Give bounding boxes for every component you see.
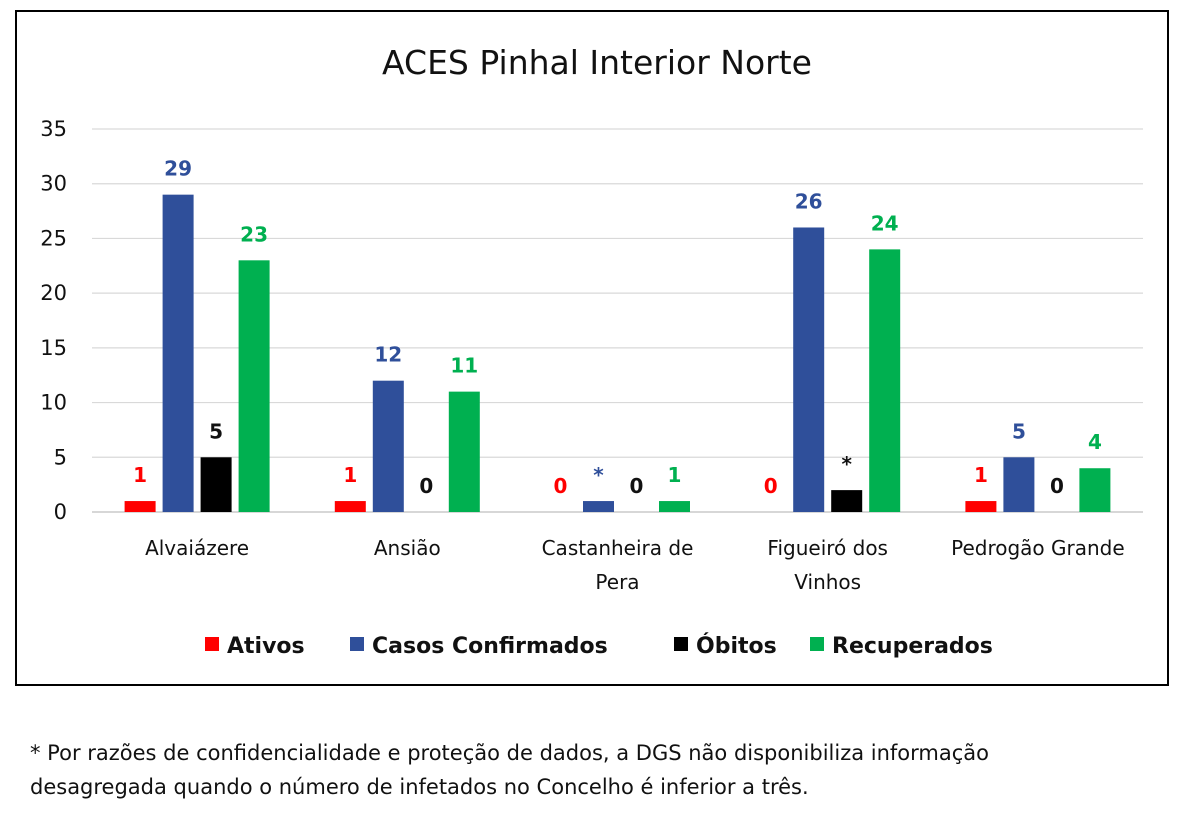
- x-tick-label: Alvaiázere: [145, 536, 249, 560]
- legend-label: Óbitos: [696, 633, 777, 659]
- x-tick-label: Figueiró dos: [767, 536, 888, 560]
- bar: [372, 380, 404, 512]
- footnote-line-1: * Por razões de confidencialidade e prot…: [30, 741, 990, 765]
- data-label: 0: [419, 474, 433, 498]
- y-tick-label: 5: [54, 445, 67, 469]
- legend-label: Casos Confirmados: [372, 634, 608, 659]
- data-label: 26: [795, 189, 823, 213]
- data-label: *: [593, 463, 604, 487]
- data-label: 1: [974, 463, 988, 487]
- bar: [965, 501, 997, 512]
- bar-chart: ACES Pinhal Interior Norte 0510152025303…: [40, 43, 1143, 659]
- bar: [659, 501, 690, 512]
- bar: [869, 249, 901, 512]
- chart-frame: ACES Pinhal Interior Norte 0 5 10 15 20 25 30 3…: [15, 10, 1169, 686]
- bar: [448, 391, 480, 512]
- bar: [583, 501, 614, 512]
- x-tick-label: Ansião: [374, 536, 441, 560]
- bar: [1003, 457, 1035, 512]
- legend-label: Ativos: [227, 634, 305, 659]
- data-label: 0: [764, 474, 778, 498]
- data-label: 12: [374, 343, 402, 367]
- legend-swatch: [205, 637, 219, 651]
- y-tick-label: 25: [40, 226, 67, 250]
- bar: [334, 501, 366, 512]
- footnote: * Por razões de confidencialidade e prot…: [30, 736, 1195, 804]
- x-tick-label: Vinhos: [794, 570, 861, 594]
- bar: [831, 490, 863, 512]
- bar: [200, 457, 232, 512]
- footnote-line-2: desagregada quando o número de infetados…: [30, 775, 809, 799]
- y-tick-label: 20: [40, 281, 67, 305]
- legend-label: Recuperados: [832, 634, 993, 659]
- x-tick-label: Pedrogão Grande: [951, 536, 1125, 560]
- y-tick-label: 35: [40, 117, 67, 141]
- bar: [162, 194, 194, 512]
- y-axis-ticks: 0 5 10 15 20 25 30 35: [40, 117, 67, 524]
- data-label: 5: [1012, 419, 1026, 443]
- x-axis-labels: Alvaiázere Ansião Castanheira de Pera Figuei…: [145, 536, 1125, 594]
- y-tick-label: 10: [40, 391, 67, 415]
- data-label: 0: [1050, 474, 1064, 498]
- data-label: 0: [630, 474, 644, 498]
- y-tick-label: 0: [54, 500, 67, 524]
- bar: [124, 501, 156, 512]
- data-label: 1: [668, 463, 682, 487]
- x-tick-label: Pera: [595, 570, 639, 594]
- x-tick-label: Castanheira de: [542, 536, 694, 560]
- bar: [238, 260, 270, 512]
- data-label: 5: [209, 419, 223, 443]
- data-label: 11: [450, 354, 478, 378]
- legend: Ativos Casos Confirmados Óbitos Recuperados: [205, 633, 993, 659]
- legend-swatch: [350, 637, 364, 651]
- data-label: 1: [133, 463, 147, 487]
- y-tick-label: 15: [40, 336, 67, 360]
- legend-swatch: [674, 637, 688, 651]
- legend-swatch: [810, 637, 824, 651]
- data-label: *: [841, 452, 852, 476]
- chart-title: ACES Pinhal Interior Norte: [382, 43, 812, 82]
- bar: [793, 227, 825, 512]
- data-label: 24: [871, 211, 899, 235]
- y-tick-label: 30: [40, 172, 67, 196]
- data-label: 23: [240, 222, 268, 246]
- bars: [124, 194, 1111, 512]
- data-label: 29: [164, 157, 192, 181]
- data-label: 4: [1088, 430, 1102, 454]
- data-label: 1: [343, 463, 357, 487]
- data-label: 0: [554, 474, 568, 498]
- bar: [1079, 468, 1111, 512]
